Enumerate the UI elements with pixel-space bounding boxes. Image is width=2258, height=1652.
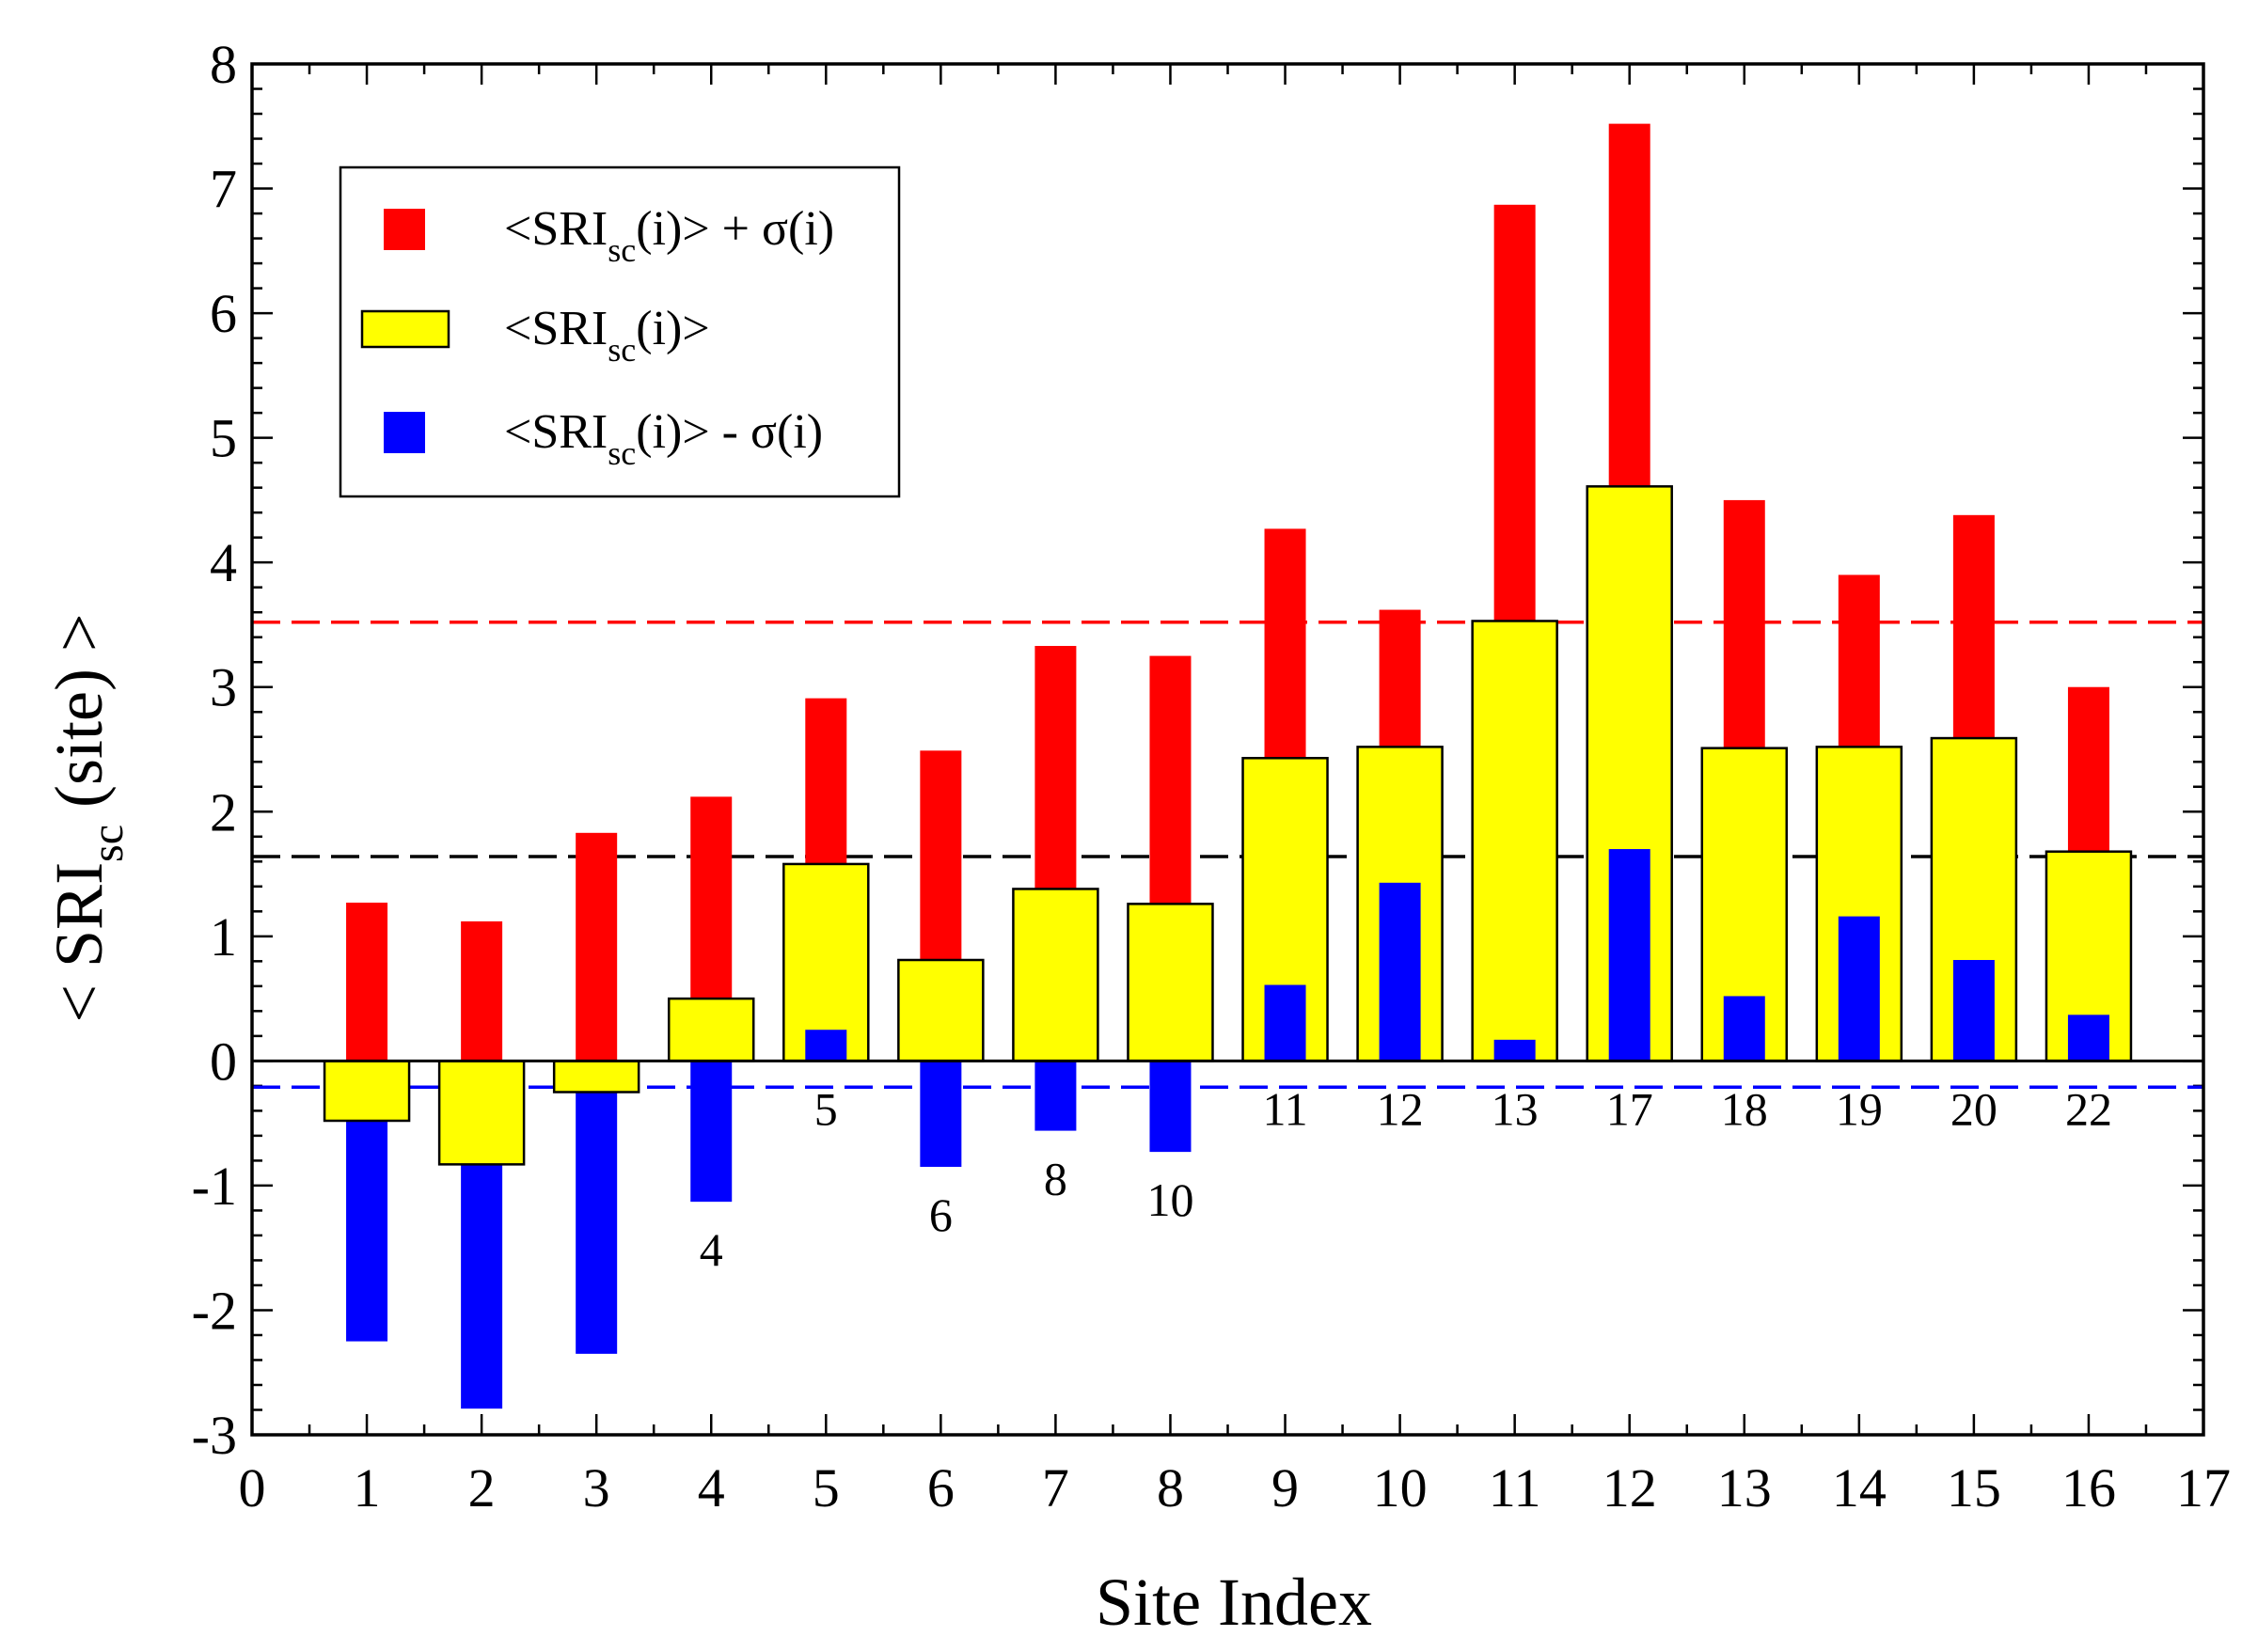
y-tick-label: 7 [210, 159, 237, 220]
x-tick-label: 7 [1042, 1457, 1069, 1518]
y-axis-title: < SRIsc (site) > [41, 613, 133, 1022]
site-label: 19 [1836, 1082, 1883, 1135]
bar-minus-sigma-overlay [1264, 984, 1306, 1062]
x-tick-label: 14 [1832, 1457, 1887, 1518]
y-axis-title-sub: sc [83, 825, 133, 862]
legend-label-main: <SRI [504, 202, 608, 256]
legend: <SRIsc(i)> + σ(i)<SRIsc(i)><SRIsc(i)> - … [339, 165, 901, 498]
bar-mean [1012, 888, 1099, 1062]
x-tick-label: 13 [1717, 1457, 1772, 1518]
site-label: 4 [700, 1223, 723, 1276]
legend-label-plus_sigma: <SRIsc(i)> + σ(i) [504, 202, 834, 269]
legend-label-post: (i)> - σ(i) [636, 405, 823, 459]
x-tick-label: 16 [2061, 1457, 2116, 1518]
bar-minus-sigma [1149, 1061, 1192, 1153]
y-tick-label: -2 [192, 1280, 237, 1341]
bar-mean [1127, 903, 1214, 1062]
x-tick-label: 12 [1603, 1457, 1657, 1518]
bar-minus-sigma-overlay [1952, 960, 1995, 1062]
site-label: 12 [1377, 1082, 1424, 1135]
bar-minus-sigma-overlay [1723, 996, 1765, 1062]
y-tick-label: -3 [192, 1405, 237, 1466]
x-tick-label: 4 [698, 1457, 725, 1518]
bar-minus-sigma-overlay [1608, 849, 1650, 1062]
x-tick-label: 15 [1947, 1457, 2001, 1518]
bar-mean [1471, 620, 1558, 1062]
site-label: 8 [1044, 1153, 1067, 1205]
bar-mean [667, 997, 755, 1062]
bar-mean [897, 958, 985, 1062]
site-label: 18 [1721, 1082, 1768, 1135]
bar-minus-sigma [576, 1061, 618, 1354]
x-tick-label: 9 [1271, 1457, 1299, 1518]
site-label: 11 [1262, 1082, 1307, 1135]
axis-ticks [250, 62, 2205, 1437]
x-tick-label: 11 [1489, 1457, 1541, 1518]
y-tick-label: 4 [210, 532, 237, 593]
site-label: 13 [1492, 1082, 1539, 1135]
legend-swatch-minus_sigma [384, 412, 425, 453]
bar-mean [552, 1060, 640, 1093]
y-tick-label: 8 [210, 34, 237, 95]
x-tick-label: 8 [1157, 1457, 1184, 1518]
x-tick-label: 0 [239, 1457, 266, 1518]
y-tick-label: 6 [210, 283, 237, 344]
bar-plus-sigma [346, 903, 388, 1062]
bar-mean [437, 1060, 526, 1166]
legend-label-sub: sc [608, 434, 636, 472]
x-tick-label: 2 [468, 1457, 496, 1518]
axes [250, 62, 2205, 1437]
legend-label-main: <SRI [504, 405, 608, 459]
x-tick-label: 1 [354, 1457, 381, 1518]
x-tick-label: 6 [927, 1457, 955, 1518]
bar-minus-sigma [920, 1061, 962, 1168]
site-label: 6 [929, 1188, 953, 1241]
legend-label-main: <SRI [504, 302, 608, 355]
y-axis-title-main: < SRI [41, 862, 117, 1023]
y-tick-label: 2 [210, 781, 237, 842]
site-label: 22 [2065, 1082, 2112, 1135]
reference-lines [252, 621, 2203, 1089]
legend-label-minus_sigma: <SRIsc(i)> - σ(i) [504, 405, 823, 472]
bar-minus-sigma-overlay [1838, 916, 1880, 1062]
legend-swatch-mean [360, 309, 450, 349]
legend-label-post: (i)> [636, 302, 709, 355]
tick-labels: 0 1 2 3 4 5 6 7 8 9 10 11 12 13 14 15 16 17-3-2-101234567… [192, 34, 2231, 1518]
bar-minus-sigma [690, 1061, 733, 1203]
y-tick-label: -1 [192, 1156, 237, 1217]
legend-label-post: (i)> + σ(i) [636, 202, 834, 256]
site-label: 17 [1606, 1082, 1653, 1135]
bar-minus-sigma-overlay [805, 1030, 847, 1062]
site-label: 5 [814, 1082, 838, 1135]
bar-mean [782, 862, 870, 1062]
y-tick-label: 3 [210, 657, 237, 718]
legend-swatch-plus_sigma [384, 209, 425, 250]
y-tick-label: 5 [210, 408, 237, 469]
bar-minus-sigma-overlay [1379, 882, 1421, 1062]
x-axis-title: Site Index [1096, 1565, 1372, 1640]
legend-label-sub: sc [608, 331, 636, 369]
bar-plus-sigma [461, 920, 503, 1062]
site-label: 10 [1146, 1173, 1193, 1226]
plot-frame [250, 62, 2205, 1437]
site-label: 20 [1950, 1082, 1997, 1135]
bar-plus-sigma [576, 832, 618, 1062]
x-tick-label: 5 [813, 1457, 840, 1518]
x-tick-label: 10 [1373, 1457, 1428, 1518]
y-axis-title-tail: (site) > [41, 613, 117, 825]
bar-series [323, 123, 2133, 1409]
bar-minus-sigma-overlay [1493, 1039, 1536, 1062]
y-tick-label: 1 [210, 906, 237, 968]
x-tick-label: 3 [583, 1457, 610, 1518]
y-tick-label: 0 [210, 1031, 237, 1092]
bar-mean [323, 1060, 411, 1123]
legend-label-mean: <SRIsc(i)> [504, 302, 710, 369]
bar-minus-sigma-overlay [2067, 1015, 2109, 1062]
x-tick-label: 17 [2176, 1457, 2231, 1518]
legend-label-sub: sc [608, 231, 636, 269]
site-labels: 4 5 6 8 10 11 12 13 17 18 19 20 22 [700, 1082, 2112, 1276]
bar-minus-sigma [1034, 1061, 1077, 1131]
